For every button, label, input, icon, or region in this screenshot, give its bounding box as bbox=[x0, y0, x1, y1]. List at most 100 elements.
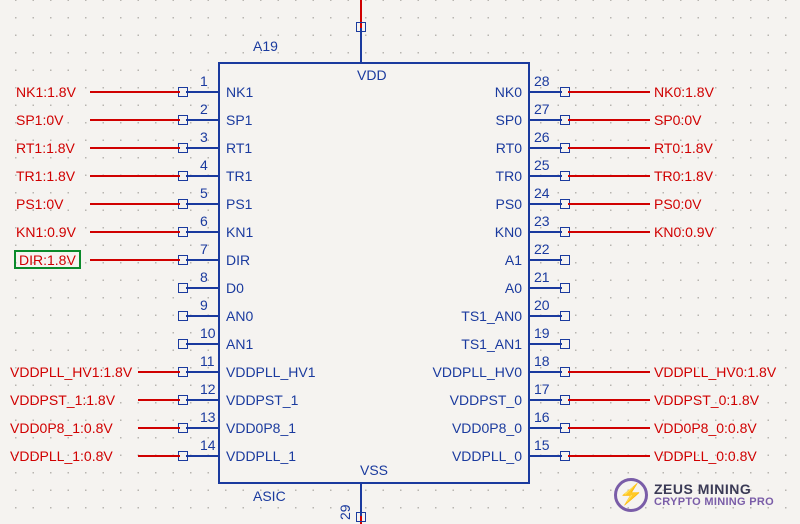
pin-14-number: 14 bbox=[200, 437, 216, 453]
logo: ⚡ ZEUS MINING CRYPTO MINING PRO bbox=[614, 478, 774, 512]
pin-22-terminal bbox=[560, 255, 570, 265]
pin-25-signal: TR0 bbox=[496, 168, 522, 184]
pin-16-signal: VDD0P8_0 bbox=[452, 420, 522, 436]
pin-21-number: 21 bbox=[534, 269, 550, 285]
pin-6-voltage: KN1:0.9V bbox=[16, 224, 76, 240]
dir-highlight: DIR:1.8V bbox=[14, 250, 81, 269]
pin-16-lead bbox=[530, 427, 562, 429]
pin-5-voltage: PS1:0V bbox=[16, 196, 63, 212]
pin-16-wire bbox=[568, 427, 650, 429]
pin-14-signal: VDDPLL_1 bbox=[226, 448, 296, 464]
pin-30-lead bbox=[360, 28, 362, 62]
pin-28-wire bbox=[568, 91, 650, 93]
pin-2-voltage: SP1:0V bbox=[16, 112, 63, 128]
pin-27-wire bbox=[568, 119, 650, 121]
pin-11-signal: VDDPLL_HV1 bbox=[226, 364, 316, 380]
pin-24-number: 24 bbox=[534, 185, 550, 201]
pin-25-wire bbox=[568, 175, 650, 177]
pin-26-number: 26 bbox=[534, 129, 550, 145]
logo-icon: ⚡ bbox=[614, 478, 648, 512]
pin-2-lead bbox=[186, 119, 218, 121]
pin-5-number: 5 bbox=[200, 185, 208, 201]
pin-13-wire bbox=[138, 427, 180, 429]
pin-28-lead bbox=[530, 91, 562, 93]
pin-28-signal: NK0 bbox=[495, 84, 522, 100]
pin-1-signal: NK1 bbox=[226, 84, 253, 100]
pin-20-signal: TS1_AN0 bbox=[461, 308, 522, 324]
pin-2-wire bbox=[90, 119, 180, 121]
chip-name: ASIC bbox=[253, 488, 286, 504]
pin-29-number: 29 bbox=[337, 504, 353, 520]
pin-26-wire bbox=[568, 147, 650, 149]
pin-15-wire bbox=[568, 455, 650, 457]
pin-4-number: 4 bbox=[200, 157, 208, 173]
pin-7-lead bbox=[186, 259, 218, 261]
pin-18-voltage: VDDPLL_HV0:1.8V bbox=[654, 364, 776, 380]
pin-17-lead bbox=[530, 399, 562, 401]
pin-7-signal: DIR bbox=[226, 252, 250, 268]
designator: A19 bbox=[253, 38, 278, 54]
pin-24-lead bbox=[530, 203, 562, 205]
pin-14-voltage: VDDPLL_1:0.8V bbox=[10, 448, 113, 464]
pin-26-lead bbox=[530, 147, 562, 149]
pin-21-terminal bbox=[560, 283, 570, 293]
pin-2-signal: SP1 bbox=[226, 112, 252, 128]
pin-23-number: 23 bbox=[534, 213, 550, 229]
pin-8-terminal bbox=[178, 283, 188, 293]
pin-26-signal: RT0 bbox=[496, 140, 522, 156]
pin-15-number: 15 bbox=[534, 437, 550, 453]
pin-2-number: 2 bbox=[200, 101, 208, 117]
pin-28-voltage: NK0:1.8V bbox=[654, 84, 714, 100]
pin-23-signal: KN0 bbox=[495, 224, 522, 240]
pin-24-wire bbox=[568, 203, 650, 205]
pin-4-lead bbox=[186, 175, 218, 177]
pin-17-wire bbox=[568, 399, 650, 401]
pin-24-voltage: PS0:0V bbox=[654, 196, 701, 212]
vss-label: VSS bbox=[360, 462, 388, 478]
pin-11-wire bbox=[138, 371, 180, 373]
pin-1-wire bbox=[90, 91, 180, 93]
lightning-icon: ⚡ bbox=[619, 485, 644, 505]
pin-12-lead bbox=[186, 399, 218, 401]
pin-13-lead bbox=[186, 427, 218, 429]
pin-8-signal: D0 bbox=[226, 280, 244, 296]
pin-9-number: 9 bbox=[200, 297, 208, 313]
pin-13-signal: VDD0P8_1 bbox=[226, 420, 296, 436]
pin-14-wire bbox=[138, 455, 180, 457]
pin-6-signal: KN1 bbox=[226, 224, 253, 240]
pin-22-signal: A1 bbox=[505, 252, 522, 268]
pin-3-wire bbox=[90, 147, 180, 149]
pin-9-terminal bbox=[178, 311, 188, 321]
pin-4-wire bbox=[90, 175, 180, 177]
pin-29-terminal bbox=[356, 512, 366, 522]
pin-17-signal: VDDPST_0 bbox=[450, 392, 522, 408]
pin-20-number: 20 bbox=[534, 297, 550, 313]
pin-6-wire bbox=[90, 231, 180, 233]
pin-14-lead bbox=[186, 455, 218, 457]
pin-3-lead bbox=[186, 147, 218, 149]
pin-25-lead bbox=[530, 175, 562, 177]
pin-25-number: 25 bbox=[534, 157, 550, 173]
pin-3-number: 3 bbox=[200, 129, 208, 145]
pin-5-signal: PS1 bbox=[226, 196, 252, 212]
vdd-label: VDD bbox=[357, 67, 387, 83]
pin-18-signal: VDDPLL_HV0 bbox=[433, 364, 523, 380]
pin-19-lead bbox=[530, 343, 562, 345]
pin-13-voltage: VDD0P8_1:0.8V bbox=[10, 420, 113, 436]
pin-12-signal: VDDPST_1 bbox=[226, 392, 298, 408]
pin-30-terminal bbox=[356, 22, 366, 32]
pin-1-number: 1 bbox=[200, 73, 208, 89]
pin-7-wire bbox=[90, 259, 180, 261]
pin-20-terminal bbox=[560, 311, 570, 321]
logo-line2: CRYPTO MINING PRO bbox=[654, 497, 774, 509]
pin-23-voltage: KN0:0.9V bbox=[654, 224, 714, 240]
logo-text: ZEUS MINING CRYPTO MINING PRO bbox=[654, 482, 774, 508]
pin-11-lead bbox=[186, 371, 218, 373]
pin-22-lead bbox=[530, 259, 562, 261]
pin-9-signal: AN0 bbox=[226, 308, 253, 324]
pin-6-lead bbox=[186, 231, 218, 233]
pin-3-signal: RT1 bbox=[226, 140, 252, 156]
pin-8-lead bbox=[186, 287, 218, 289]
pin-17-number: 17 bbox=[534, 381, 550, 397]
pin-7-number: 7 bbox=[200, 241, 208, 257]
